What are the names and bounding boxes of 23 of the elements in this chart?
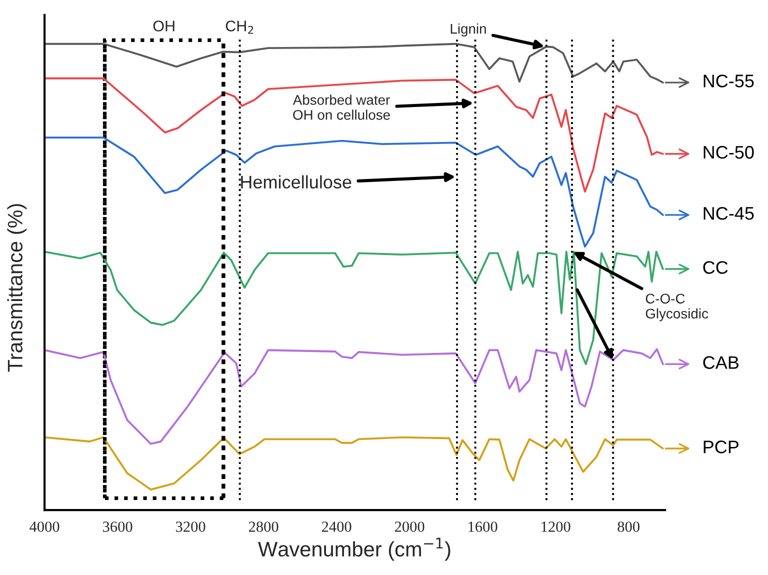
x-tick-label: 3200: [176, 522, 206, 532]
annotation: Absorbed water OH on cellulose: [292, 94, 390, 120]
legend-label: CC: [703, 261, 728, 274]
x-axis-title: Wavenumber (cm$^{−1}$): [258, 538, 450, 561]
legend-label: NC-55: [704, 74, 754, 88]
x-tick-label: 2800: [248, 522, 278, 532]
text: OH: [153, 20, 174, 32]
legend-label: NC-50: [704, 146, 754, 159]
x-tick-label: 800: [618, 522, 640, 532]
y-axis-title: Transmittance (%): [7, 204, 27, 372]
x-tick-label: 3600: [103, 522, 132, 532]
legend-label: PCP: [704, 440, 738, 454]
x-tick-label: 1200: [542, 522, 570, 532]
x-tick-label: 2000: [394, 522, 424, 532]
x-tick-label: 2400: [322, 522, 352, 532]
legend-label: CAB: [703, 356, 738, 369]
x-tick-label: 4000: [30, 522, 60, 532]
annotation: Hemicellulose: [241, 175, 352, 189]
annotation: C-O-C Glycosidic: [646, 294, 708, 322]
legend-label: NC-45: [704, 207, 754, 220]
ref-line-label: CH$_{2}$: [226, 20, 254, 34]
x-tick-label: 1600: [468, 522, 498, 532]
annotation: Lignin: [450, 24, 486, 36]
